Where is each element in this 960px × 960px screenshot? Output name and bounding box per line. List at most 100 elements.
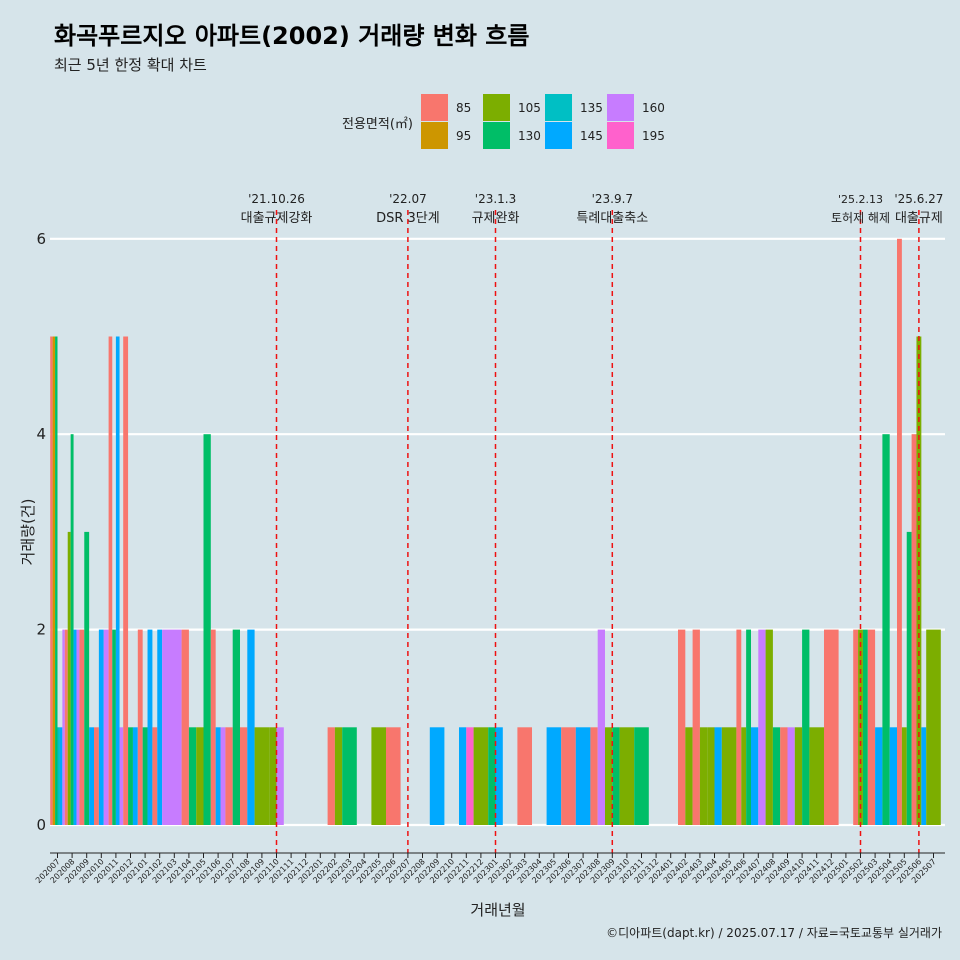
legend-key-195 — [607, 122, 634, 149]
bar-202007-85 — [50, 336, 53, 825]
bar-202211-145 — [459, 727, 467, 825]
legend-key-85 — [421, 94, 448, 121]
bar-202406-85 — [736, 629, 742, 825]
bar-202408-130 — [772, 727, 781, 825]
bar-202411-105 — [809, 727, 824, 825]
annotation-date: '23.9.7 — [592, 192, 633, 206]
annotation-date: '22.07 — [389, 192, 427, 206]
bar-202507-105 — [926, 629, 941, 825]
bar-202402-85 — [678, 629, 686, 825]
annotation-label: 규제완화 — [472, 211, 520, 226]
bar-202504-145 — [889, 727, 897, 825]
bar-202402-105 — [685, 727, 693, 825]
legend-label-130: 130 — [518, 129, 541, 143]
bar-202106-85 — [210, 629, 216, 825]
bar-202406-130 — [746, 629, 751, 825]
bar-202007-130 — [55, 336, 58, 825]
x-axis-label: 거래년월 — [470, 901, 525, 919]
bar-202012-85 — [123, 336, 129, 825]
bar-202404-145 — [714, 727, 722, 825]
bar-202301-130 — [488, 727, 496, 825]
bar-202102-160 — [162, 629, 167, 825]
bar-202309-105 — [605, 727, 613, 825]
y-tick-label: 0 — [36, 816, 46, 834]
bar-202305-145 — [546, 727, 562, 825]
bar-202308-85 — [590, 727, 598, 825]
chart-title: 화곡푸르지오 아파트(2002) 거래량 변화 흐름 — [54, 22, 529, 50]
bar-202011-160 — [119, 727, 124, 825]
legend-key-135 — [545, 94, 572, 121]
bar-202504-130 — [882, 434, 890, 825]
x-axis: 2020072020082020092020102020112020122021… — [34, 852, 945, 885]
legend-label-105: 105 — [518, 101, 541, 115]
bar-202110-105 — [269, 727, 277, 825]
annotation-label: 대출규제 — [895, 211, 943, 226]
legend-key-130 — [483, 122, 510, 149]
bar-202403-85 — [692, 629, 700, 825]
bar-202007-145 — [59, 727, 63, 825]
bar-202007-135 — [57, 727, 60, 825]
bar-202101-130 — [142, 727, 148, 825]
bar-202503-145 — [875, 727, 883, 825]
bar-202503-85 — [867, 629, 876, 825]
y-tick-label: 6 — [36, 230, 46, 248]
bar-202105-130 — [203, 434, 211, 825]
bar-202007-160 — [62, 629, 65, 825]
bar-202101-145 — [147, 629, 153, 825]
bar-202104-130 — [188, 727, 197, 825]
bar-202108-145 — [247, 629, 255, 825]
bar-202308-160 — [597, 629, 605, 825]
bar-202010-145 — [98, 629, 104, 825]
bar-202102-85 — [152, 727, 158, 825]
legend-label-160: 160 — [642, 101, 665, 115]
annotation-label: DSR 3단계 — [376, 211, 440, 226]
legend-key-160 — [607, 94, 634, 121]
legend-label-195: 195 — [642, 129, 665, 143]
bar-202101-85 — [137, 629, 143, 825]
bar-202103-160 — [167, 629, 182, 825]
bar-202309-130 — [612, 727, 620, 825]
legend-label-135: 135 — [580, 101, 603, 115]
bar-202104-85 — [181, 629, 189, 825]
bar-202011-145 — [115, 336, 120, 825]
annotation-date: '25.6.27 — [894, 192, 943, 206]
bar-202202-85 — [327, 727, 335, 825]
annotation-label: 대출규제강화 — [241, 211, 313, 226]
bar-202409-85 — [780, 727, 788, 825]
bars — [50, 238, 941, 826]
annotation-date: '25.2.13 — [838, 193, 883, 206]
bar-202502-130 — [862, 629, 868, 825]
bar-202011-85 — [108, 336, 113, 825]
legend: 전용면적(㎡) 85 95 105 130 135 145 160 195 — [342, 94, 665, 149]
bar-202409-160 — [787, 727, 795, 825]
bar-202403-105 — [699, 727, 708, 825]
bar-202012-130 — [128, 727, 133, 825]
bar-202408-105 — [765, 629, 773, 825]
legend-label-95: 95 — [456, 129, 471, 143]
bar-202407-145 — [751, 727, 759, 825]
bar-202102-145 — [157, 629, 163, 825]
bar-202110-160 — [276, 727, 284, 825]
bar-202106-145 — [215, 727, 221, 825]
bar-202505-105 — [901, 727, 907, 825]
bar-202405-105 — [721, 727, 737, 825]
bar-202307-145 — [575, 727, 591, 825]
y-axis-label: 거래량(건) — [19, 499, 37, 566]
bar-202009-85 — [79, 629, 85, 825]
bar-202502-85 — [853, 629, 859, 825]
bar-202301-145 — [495, 727, 503, 825]
bar-202007-95 — [52, 336, 56, 825]
bar-202008-160 — [76, 629, 80, 825]
bar-202506-85 — [911, 434, 917, 825]
legend-key-95 — [421, 122, 448, 149]
caption: ©디아파트(dapt.kr) / 2025.07.17 / 자료=국토교통부 실… — [606, 926, 942, 940]
bar-202011-130 — [112, 629, 116, 825]
bar-202009-145 — [89, 727, 94, 825]
bar-202410-130 — [802, 629, 810, 825]
bar-202010-160 — [103, 629, 109, 825]
bar-202404-105 — [707, 727, 715, 825]
bar-202205-105 — [371, 727, 386, 825]
bar-202008-145 — [73, 629, 77, 825]
bar-202212-105 — [473, 727, 489, 825]
policy-annotations: '21.10.26 대출규제강화 '22.07 DSR 3단계 '23.1.3 규제완화 '… — [241, 192, 943, 853]
